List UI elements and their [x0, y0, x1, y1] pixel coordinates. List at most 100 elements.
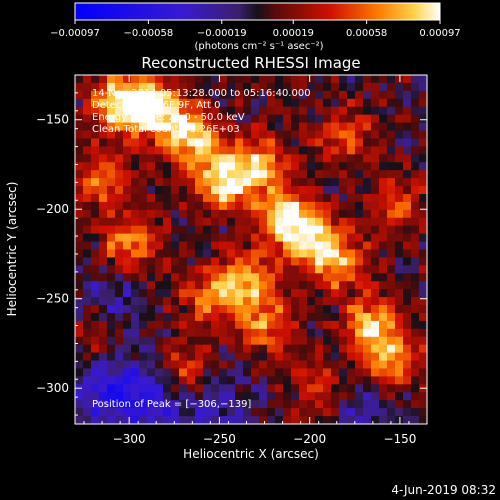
- heatmap-cell: [219, 376, 228, 385]
- x-tick-label: −200: [293, 432, 326, 446]
- heatmap-cell: [355, 273, 364, 282]
- heatmap-cell: [211, 98, 220, 108]
- heatmap-cell: [243, 352, 252, 362]
- heatmap-cell: [123, 384, 132, 393]
- heatmap-cell: [195, 400, 204, 409]
- heatmap-cell: [115, 201, 124, 211]
- heatmap-cell: [419, 400, 427, 409]
- heatmap-cell: [267, 162, 276, 171]
- heatmap-cell: [171, 154, 180, 163]
- heatmap-cell: [83, 408, 92, 417]
- heatmap-cell: [235, 289, 244, 298]
- heatmap-cell: [267, 305, 276, 314]
- heatmap-cell: [371, 233, 380, 243]
- heatmap-cell: [123, 257, 132, 266]
- heatmap-cell: [371, 400, 380, 409]
- heatmap-cell: [331, 225, 340, 235]
- heatmap-cell: [259, 209, 268, 219]
- heatmap-cell: [331, 114, 340, 124]
- heatmap-cell: [195, 392, 204, 401]
- heatmap-cell: [243, 305, 252, 314]
- heatmap-cell: [411, 352, 420, 362]
- heatmap-cell: [331, 122, 340, 132]
- heatmap-cell: [163, 241, 172, 251]
- heatmap-cell: [83, 82, 92, 92]
- heatmap-cell: [275, 209, 284, 219]
- heatmap-cell: [259, 146, 268, 155]
- heatmap-cell: [339, 265, 348, 274]
- heatmap-cell: [203, 75, 212, 84]
- heatmap-cell: [139, 281, 148, 290]
- heatmap-cell: [235, 368, 244, 378]
- heatmap-cell: [403, 416, 412, 424]
- heatmap-cell: [323, 193, 332, 203]
- heatmap-cell: [211, 281, 220, 290]
- heatmap-cell: [187, 90, 196, 100]
- heatmap-cell: [203, 312, 212, 322]
- heatmap-cell: [387, 384, 396, 393]
- heatmap-cell: [403, 209, 412, 219]
- heatmap-cell: [363, 336, 372, 346]
- heatmap-cell: [395, 336, 404, 346]
- heatmap-cell: [131, 75, 140, 84]
- heatmap-cell: [307, 352, 316, 362]
- heatmap-cell: [267, 170, 276, 179]
- heatmap-cell: [211, 170, 220, 179]
- heatmap-cell: [403, 320, 412, 330]
- heatmap-cell: [251, 289, 260, 298]
- heatmap-cell: [259, 233, 268, 243]
- heatmap-cell: [123, 265, 132, 274]
- heatmap-cell: [211, 305, 220, 314]
- heatmap-cell: [299, 178, 308, 187]
- heatmap-cell: [299, 344, 308, 354]
- heatmap-cell: [219, 90, 228, 100]
- heatmap-cell: [147, 201, 156, 211]
- heatmap-cell: [115, 130, 124, 140]
- heatmap-cell: [155, 178, 164, 187]
- heatmap-cell: [115, 217, 124, 227]
- heatmap-cell: [259, 114, 268, 124]
- heatmap-cell: [315, 225, 324, 235]
- heatmap-cell: [403, 75, 412, 84]
- heatmap-cell: [307, 344, 316, 354]
- heatmap-cell: [419, 328, 427, 338]
- heatmap-cell: [123, 186, 132, 195]
- heatmap-cell: [259, 122, 268, 132]
- heatmap-cell: [371, 225, 380, 235]
- heatmap-cell: [275, 162, 284, 171]
- heatmap-cell: [235, 344, 244, 354]
- heatmap-cell: [387, 154, 396, 163]
- heatmap-cell: [275, 154, 284, 163]
- heatmap-cell: [195, 90, 204, 100]
- heatmap-cell: [347, 257, 356, 266]
- heatmap-cell: [411, 75, 420, 84]
- heatmap-cell: [179, 336, 188, 346]
- heatmap-cell: [107, 162, 116, 171]
- heatmap-cell: [267, 368, 276, 378]
- heatmap-cell: [83, 130, 92, 140]
- heatmap-cell: [299, 146, 308, 155]
- heatmap-cell: [139, 130, 148, 140]
- heatmap-cell: [355, 249, 364, 259]
- heatmap-cell: [403, 225, 412, 235]
- heatmap-cell: [171, 201, 180, 211]
- heatmap-cell: [291, 193, 300, 203]
- heatmap-cell: [227, 265, 236, 274]
- heatmap-cell: [195, 154, 204, 163]
- heatmap-cell: [83, 114, 92, 124]
- heatmap-cell: [251, 257, 260, 266]
- heatmap-cell: [203, 186, 212, 195]
- heatmap-cell: [291, 305, 300, 314]
- heatmap-cell: [403, 400, 412, 409]
- heatmap-cell: [171, 209, 180, 219]
- heatmap-cell: [179, 217, 188, 227]
- heatmap-cell: [187, 241, 196, 251]
- heatmap-cell: [419, 360, 427, 370]
- heatmap-cell: [411, 225, 420, 235]
- heatmap-cell: [75, 297, 84, 306]
- heatmap-cell: [323, 138, 332, 147]
- heatmap-cell: [107, 336, 116, 346]
- heatmap-cell: [227, 352, 236, 362]
- heatmap-cell: [291, 384, 300, 393]
- heatmap-cell: [299, 201, 308, 211]
